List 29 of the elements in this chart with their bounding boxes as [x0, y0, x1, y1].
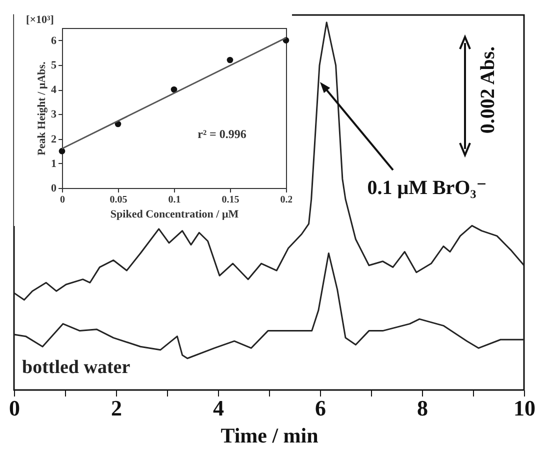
x-tick-label: 2 — [111, 396, 122, 420]
y-axis-title: Peak Height / μAbs. — [36, 61, 48, 156]
series-label: bottled water — [22, 357, 131, 378]
y-tick-label: 0 — [51, 182, 57, 194]
x-tick-label: 10 — [514, 396, 536, 420]
x-tick-label: 0 — [9, 396, 20, 420]
y-tick-label: 6 — [51, 34, 57, 47]
x-tick-label: 4 — [213, 396, 224, 420]
x-tick-label: 0.15 — [222, 194, 240, 206]
y-tick-label: 1 — [51, 158, 56, 170]
annotation: 0.002 Abs. — [477, 46, 499, 134]
x-tick-label: 6 — [315, 396, 326, 420]
x-axis-title: Time / min — [220, 424, 319, 448]
x-axis-title: Spiked Concentration / μM — [110, 208, 240, 220]
y-tick-label: 4 — [51, 84, 57, 96]
x-tick-label: 0.1 — [168, 194, 181, 206]
x-tick-label: 0.2 — [280, 194, 293, 206]
y-tick-label: 2 — [51, 133, 57, 146]
x-tick-label: 0.05 — [110, 194, 128, 206]
annotation: 0.1 μM BrO₃⁻ — [367, 177, 487, 199]
point — [58, 148, 66, 154]
annotation: [×10³] — [26, 14, 54, 26]
x-tick-label: 0 — [60, 194, 65, 206]
point — [226, 56, 234, 64]
point — [170, 86, 178, 93]
y-tick-label: 5 — [51, 59, 57, 72]
x-tick-label: 8 — [417, 396, 428, 420]
annotation: r² = 0.996 — [198, 127, 246, 141]
y-tick-label: 3 — [51, 108, 57, 121]
